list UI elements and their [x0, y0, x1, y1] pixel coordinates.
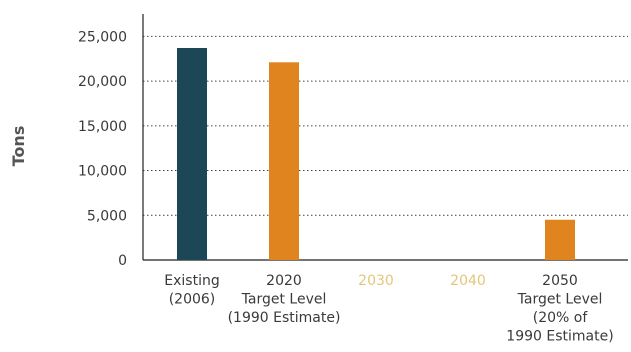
- category-labels: Existing (2006) 2020 Target Level (1990 Esti…: [164, 273, 613, 345]
- y-tick-label: 15,000: [78, 119, 127, 135]
- category-label-line: 2020: [266, 273, 302, 289]
- gridlines: [143, 35, 628, 216]
- y-axis-label: Tons: [9, 126, 28, 167]
- category-label-line: 2040: [450, 273, 486, 289]
- bar: [177, 47, 207, 261]
- category-label: Existing (2006): [164, 273, 219, 308]
- category-label-line: (2006): [169, 292, 216, 308]
- category-label-line: Target Level: [517, 292, 603, 308]
- category-label-line: Existing: [164, 273, 219, 289]
- category-label: 2050 Target Level (20% of 1990 Estimate): [506, 273, 613, 345]
- y-tick-labels: 0 5,000 10,000 15,000 20,000 25,000: [78, 29, 127, 269]
- category-label: 2040: [450, 273, 486, 289]
- bars: [177, 47, 575, 261]
- category-label: 2030: [358, 273, 394, 289]
- category-label-line: (20% of: [533, 310, 589, 326]
- category-label-line: 2050: [542, 273, 578, 289]
- y-tick-label: 20,000: [78, 74, 127, 90]
- y-tick-label: 0: [118, 253, 127, 269]
- category-label-line: 1990 Estimate): [506, 329, 613, 345]
- category-label-line: (1990 Estimate): [228, 310, 341, 326]
- y-tick-label: 10,000: [78, 164, 127, 180]
- category-label: 2020 Target Level (1990 Estimate): [228, 273, 341, 326]
- category-label-line: Target Level: [241, 292, 327, 308]
- bar: [545, 219, 575, 260]
- y-tick-label: 5,000: [87, 208, 127, 224]
- y-tick-label: 25,000: [78, 29, 127, 45]
- category-label-line: 2030: [358, 273, 394, 289]
- bar: [269, 62, 299, 261]
